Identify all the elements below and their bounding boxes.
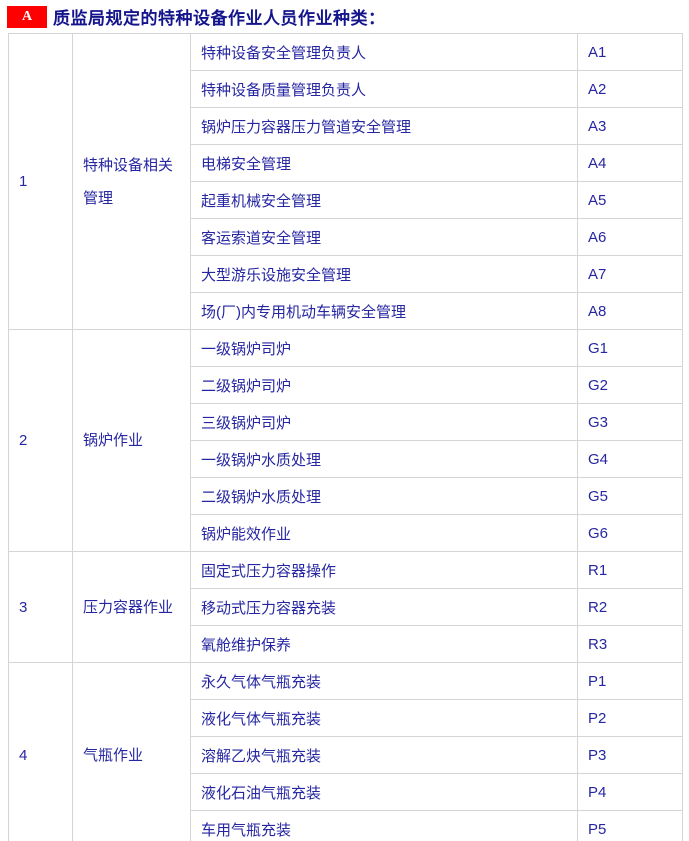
table-row: 车用气瓶充装 P5 [9, 810, 683, 841]
table-row: 二级锅炉水质处理 G5 [9, 477, 683, 515]
table-row: 液化石油气瓶充装 P4 [9, 773, 683, 811]
item-name-cell: 一级锅炉司炉 [190, 329, 578, 367]
item-name-cell: 固定式压力容器操作 [190, 551, 578, 589]
item-name-cell: 锅炉压力容器压力管道安全管理 [190, 107, 578, 145]
item-code-cell: G1 [577, 329, 683, 367]
table-row: 氧舱维护保养 R3 [9, 625, 683, 663]
item-code-cell: R1 [577, 551, 683, 589]
table-row: 锅炉压力容器压力管道安全管理 A3 [9, 107, 683, 145]
item-name-cell: 车用气瓶充装 [190, 810, 578, 841]
item-name-cell: 三级锅炉司炉 [190, 403, 578, 441]
table-row: 锅炉能效作业 G6 [9, 514, 683, 552]
table-row: 移动式压力容器充装 R2 [9, 588, 683, 626]
categories-table: 1 特种设备相关管理 特种设备安全管理负责人 A1 特种设备质量管理负责人 A2 锅炉压力容… [8, 33, 683, 841]
item-code-cell: R3 [577, 625, 683, 663]
item-code-cell: G3 [577, 403, 683, 441]
table-row: 大型游乐设施安全管理 A7 [9, 255, 683, 293]
item-code-cell: P1 [577, 662, 683, 700]
item-name-cell: 二级锅炉水质处理 [190, 477, 578, 515]
section-category-cell: 气瓶作业 [72, 662, 191, 841]
table-row: 3 压力容器作业 固定式压力容器操作 R1 [8, 551, 683, 663]
item-code-cell: G4 [577, 440, 683, 478]
item-name-cell: 锅炉能效作业 [190, 514, 578, 552]
item-name-cell: 大型游乐设施安全管理 [190, 255, 578, 293]
item-name-cell: 二级锅炉司炉 [190, 366, 578, 404]
item-code-cell: P3 [577, 736, 683, 774]
table-row: 电梯安全管理 A4 [9, 144, 683, 182]
table-row: 2 锅炉作业 一级锅炉司炉 G1 [8, 329, 683, 552]
table-row: 特种设备质量管理负责人 A2 [9, 70, 683, 108]
table-row: 溶解乙炔气瓶充装 P3 [9, 736, 683, 774]
section-category-cell: 特种设备相关管理 [72, 33, 191, 330]
table-row: 客运索道安全管理 A6 [9, 218, 683, 256]
table-row: 液化气体气瓶充装 P2 [9, 699, 683, 737]
table-row: 场(厂)内专用机动车辆安全管理 A8 [9, 292, 683, 330]
item-code-cell: A1 [577, 33, 683, 71]
item-name-cell: 液化气体气瓶充装 [190, 699, 578, 737]
item-code-cell: P2 [577, 699, 683, 737]
section-category-cell: 压力容器作业 [72, 551, 191, 663]
item-name-cell: 一级锅炉水质处理 [190, 440, 578, 478]
item-code-cell: P4 [577, 773, 683, 811]
item-code-cell: G6 [577, 514, 683, 552]
section-number-cell: 4 [8, 662, 73, 841]
section-number-cell: 1 [8, 33, 73, 330]
table-row: 起重机械安全管理 A5 [9, 181, 683, 219]
item-name-cell: 液化石油气瓶充装 [190, 773, 578, 811]
item-code-cell: A7 [577, 255, 683, 293]
item-code-cell: R2 [577, 588, 683, 626]
item-code-cell: A4 [577, 144, 683, 182]
item-code-cell: A5 [577, 181, 683, 219]
item-code-cell: A3 [577, 107, 683, 145]
item-name-cell: 客运索道安全管理 [190, 218, 578, 256]
table-row: 4 气瓶作业 永久气体气瓶充装 P1 [8, 662, 683, 841]
table-row: 1 特种设备相关管理 特种设备安全管理负责人 A1 [8, 33, 683, 330]
item-name-cell: 氧舱维护保养 [190, 625, 578, 663]
table-row: 三级锅炉司炉 G3 [9, 403, 683, 441]
section-number-cell: 3 [8, 551, 73, 663]
item-name-cell: 移动式压力容器充装 [190, 588, 578, 626]
item-name-cell: 特种设备安全管理负责人 [190, 33, 578, 71]
item-code-cell: P5 [577, 810, 683, 841]
page-title: 质监局规定的特种设备作业人员作业种类： [53, 9, 386, 28]
item-code-cell: A6 [577, 218, 683, 256]
page-header: A 质监局规定的特种设备作业人员作业种类： [7, 4, 386, 29]
item-code-cell: G2 [577, 366, 683, 404]
section-number-cell: 2 [8, 329, 73, 552]
item-name-cell: 场(厂)内专用机动车辆安全管理 [190, 292, 578, 330]
item-name-cell: 特种设备质量管理负责人 [190, 70, 578, 108]
item-name-cell: 电梯安全管理 [190, 144, 578, 182]
section-category-cell: 锅炉作业 [72, 329, 191, 552]
item-code-cell: A8 [577, 292, 683, 330]
item-code-cell: G5 [577, 477, 683, 515]
item-name-cell: 溶解乙炔气瓶充装 [190, 736, 578, 774]
item-name-cell: 永久气体气瓶充装 [190, 662, 578, 700]
item-name-cell: 起重机械安全管理 [190, 181, 578, 219]
table-body: 1 特种设备相关管理 特种设备安全管理负责人 A1 特种设备质量管理负责人 A2 锅炉压力容… [8, 33, 683, 841]
section-badge: A [7, 5, 47, 28]
table-row: 二级锅炉司炉 G2 [9, 366, 683, 404]
item-code-cell: A2 [577, 70, 683, 108]
